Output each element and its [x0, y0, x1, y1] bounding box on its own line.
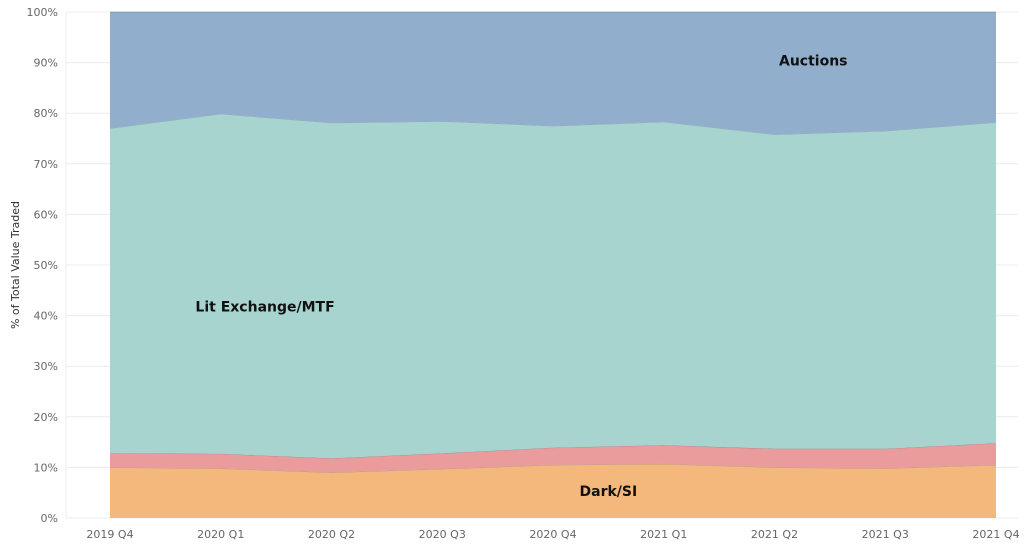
y-tick-label: 30% — [34, 360, 58, 373]
x-tick-label: 2020 Q4 — [529, 528, 576, 541]
x-axis-ticks: 2019 Q4 2020 Q1 2020 Q2 2020 Q3 2020 Q4 2021 … — [86, 528, 1019, 541]
y-tick-label: 70% — [34, 158, 58, 171]
y-axis-ticks: 0% 10% 20% 30% 40% 50% 60% 70% 80% 90% 100% — [27, 6, 58, 525]
y-tick-label: 50% — [34, 259, 58, 272]
x-tick-label: 2021 Q1 — [640, 528, 687, 541]
series-label: Dark/SI — [580, 484, 638, 500]
x-tick-label: 2020 Q2 — [308, 528, 355, 541]
series-label: Lit Exchange/MTF — [195, 300, 334, 316]
x-tick-label: 2020 Q1 — [197, 528, 244, 541]
series-area — [110, 463, 996, 518]
series-area — [110, 12, 996, 135]
x-tick-label: 2021 Q2 — [751, 528, 798, 541]
x-tick-label: 2021 Q3 — [862, 528, 909, 541]
series-label: Auctions — [779, 53, 848, 69]
y-tick-label: 90% — [34, 57, 58, 70]
y-tick-label: 60% — [34, 208, 58, 221]
y-tick-label: 10% — [34, 461, 58, 474]
y-tick-label: 100% — [27, 6, 58, 19]
series-area — [110, 443, 996, 473]
series-areas — [109, 11, 997, 518]
series-labels: Dark/SI Lit Exchange/MTF Auctions — [195, 53, 847, 500]
y-tick-label: 80% — [34, 107, 58, 120]
x-tick-label: 2020 Q3 — [419, 528, 466, 541]
y-tick-label: 40% — [34, 310, 58, 323]
x-tick-label: 2019 Q4 — [86, 528, 133, 541]
y-tick-label: 0% — [41, 512, 58, 525]
series-area — [110, 113, 996, 459]
y-axis-title: % of Total Value Traded — [9, 201, 22, 329]
x-tick-label: 2021 Q4 — [972, 528, 1019, 541]
y-tick-label: 20% — [34, 411, 58, 424]
